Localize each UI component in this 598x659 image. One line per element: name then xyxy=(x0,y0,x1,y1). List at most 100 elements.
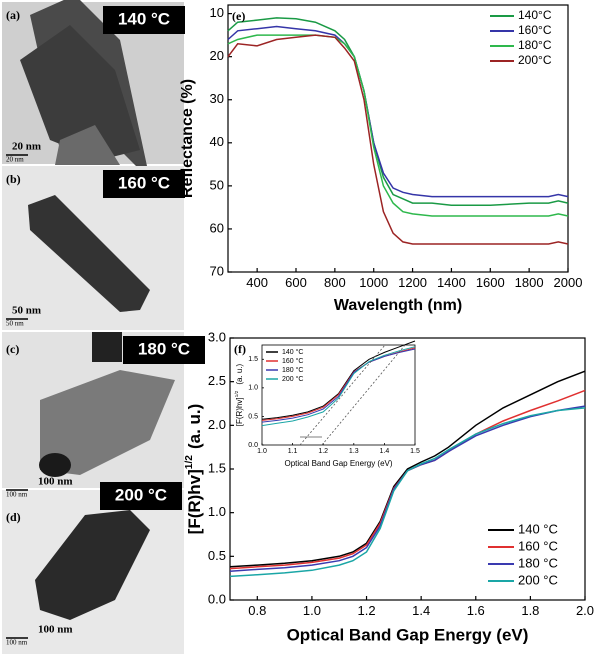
y-axis-label: [F(R)hv]1/2 (a. u.) xyxy=(184,404,205,535)
y-tick-label: 20 xyxy=(210,48,224,63)
x-tick-label: 1000 xyxy=(359,275,388,290)
x-tick-label: 1.4 xyxy=(412,603,430,618)
plot-area xyxy=(227,4,569,273)
series-line xyxy=(227,25,569,198)
y-axis-label-main: [F(R)hv] xyxy=(235,397,244,426)
y-axis-label-main: Reflectance (%) xyxy=(179,79,196,198)
x-tick-label: 1.0 xyxy=(303,603,321,618)
x-tick-label: 1.0 xyxy=(257,448,267,455)
panel-label: (f) xyxy=(234,342,246,356)
temp-badge xyxy=(103,170,185,198)
y-tick-label: 0.5 xyxy=(248,413,258,420)
x-tick-label: 0.8 xyxy=(248,603,266,618)
temp-badge xyxy=(100,482,182,510)
temp-label: 140 °C xyxy=(118,9,170,28)
x-tick-label: 1.4 xyxy=(380,448,390,455)
y-tick-label: 0.0 xyxy=(208,591,226,606)
legend-label: 140 °C xyxy=(518,521,558,536)
y-tick-label: 50 xyxy=(210,177,224,192)
panel-labels: (a) 140 °C 20 nm 20 nm (b) 160 °C 50 nm 50 nm (c… xyxy=(6,6,205,647)
x-tick-label: 1.3 xyxy=(349,448,359,455)
series-line xyxy=(261,346,416,427)
scale-label: 100 nm xyxy=(38,476,73,488)
x-tick-label: 400 xyxy=(246,275,268,290)
scale-label: 50 nm xyxy=(12,305,41,317)
legend-label: 160 °C xyxy=(518,538,558,553)
temp-badge xyxy=(103,6,185,34)
y-tick-label: 2.5 xyxy=(208,373,226,388)
legend-label: 140°C xyxy=(518,8,552,22)
y-tick-label: 1.5 xyxy=(248,356,258,363)
x-axis-label: Wavelength (nm) xyxy=(334,297,462,314)
y-tick-label: 1.0 xyxy=(208,504,226,519)
y-tick-label: 70 xyxy=(210,263,224,278)
temp-badge xyxy=(123,336,205,364)
series-line xyxy=(227,34,569,245)
y-tick-label: 30 xyxy=(210,91,224,106)
temp-label: 180 °C xyxy=(138,339,190,358)
series-line xyxy=(261,348,416,423)
x-axis-label: Optical Band Gap Energy (eV) xyxy=(287,625,529,644)
x-tick-label: 1.1 xyxy=(288,448,298,455)
x-tick-label: 1200 xyxy=(398,275,427,290)
series-line xyxy=(261,340,416,420)
x-tick-label: 800 xyxy=(324,275,346,290)
scale-label-small: 100 nm xyxy=(6,639,28,647)
y-axis-label-unit: (a. u.) xyxy=(235,363,244,384)
x-tick-label: 1800 xyxy=(515,275,544,290)
x-tick-label: 2.0 xyxy=(576,603,594,618)
y-tick-label: 1.5 xyxy=(208,460,226,475)
y-tick-label: 10 xyxy=(210,5,224,20)
panel-label: (e) xyxy=(232,9,245,23)
legend-label: 160°C xyxy=(518,23,552,37)
panel-label: (d) xyxy=(6,510,21,524)
legend-label: 200 °C xyxy=(282,375,303,383)
x-tick-label: 1.2 xyxy=(357,603,375,618)
y-tick-label: 60 xyxy=(210,220,224,235)
legend-label: 180 °C xyxy=(518,555,558,570)
y-axis-label-main: [F(R)hv] xyxy=(185,469,204,534)
y-axis-label-sup: 1/2 xyxy=(234,390,240,397)
legend-label: 160 °C xyxy=(282,357,303,365)
legend-label: 140 °C xyxy=(282,348,303,356)
x-tick-label: 1600 xyxy=(476,275,505,290)
x-tick-label: 600 xyxy=(285,275,307,290)
x-tick-label: 1.8 xyxy=(521,603,539,618)
x-tick-label: 1.2 xyxy=(318,448,328,455)
y-tick-label: 0.5 xyxy=(208,548,226,563)
charts: 400 600 800 1000 1200 1400 1600 1800 2000 10 20 30 4… xyxy=(179,4,594,644)
y-axis-label: [F(R)hv]1/2 (a. u.) xyxy=(234,363,244,426)
x-tick-label: 1.5 xyxy=(410,448,420,455)
y-tick-label: 0.0 xyxy=(248,442,258,449)
panel-label: (b) xyxy=(6,172,21,186)
legend-label: 200°C xyxy=(518,53,552,67)
series-line xyxy=(229,407,586,578)
series-line xyxy=(229,370,586,568)
y-axis-label-unit: (a. u.) xyxy=(185,404,204,449)
scale-label: 20 nm xyxy=(12,141,41,153)
temp-label: 200 °C xyxy=(115,485,167,504)
x-axis-label: Optical Band Gap Energy (eV) xyxy=(284,459,392,468)
temp-label: 160 °C xyxy=(118,173,170,192)
x-tick-label: 1.6 xyxy=(467,603,485,618)
scale-label-small: 50 nm xyxy=(6,320,24,328)
inset-guides xyxy=(299,344,406,446)
y-axis-label-sup: 1/2 xyxy=(184,455,195,469)
tem-panel-d xyxy=(2,490,184,654)
x-tick-label: 2000 xyxy=(554,275,583,290)
y-tick-label: 40 xyxy=(210,134,224,149)
y-tick-label: 2.0 xyxy=(208,417,226,432)
scale-label-small: 100 nm xyxy=(6,491,28,499)
panel-label: (c) xyxy=(6,342,19,356)
legend-label: 180 °C xyxy=(282,366,303,374)
y-axis-label: Reflectance (%) xyxy=(179,79,196,198)
y-tick-label: 3.0 xyxy=(208,329,226,344)
scale-label-small: 20 nm xyxy=(6,156,24,164)
x-tick-label: 1400 xyxy=(437,275,466,290)
scale-label: 100 nm xyxy=(38,624,73,636)
legend-label: 200 °C xyxy=(518,572,558,587)
panel-label: (a) xyxy=(6,8,20,22)
legend-label: 180°C xyxy=(518,38,552,52)
y-tick-label: 1.0 xyxy=(248,385,258,392)
